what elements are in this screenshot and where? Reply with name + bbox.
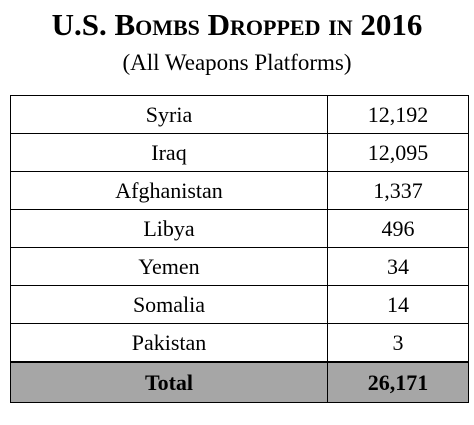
bomb-count-cell: 34 [327, 247, 469, 286]
bomb-count-cell: 12,095 [327, 133, 469, 172]
country-cell: Libya [10, 209, 328, 248]
country-cell: Somalia [10, 285, 328, 324]
bomb-count-cell: 14 [327, 285, 469, 324]
country-cell: Pakistan [10, 323, 328, 363]
country-cell: Iraq [10, 133, 328, 172]
total-label-cell: Total [10, 361, 328, 403]
table-row: Afghanistan 1,337 [10, 171, 469, 210]
total-count-cell: 26,171 [327, 361, 469, 403]
bomb-count-cell: 3 [327, 323, 469, 363]
page-title: U.S. Bombs Dropped in 2016 [51, 7, 423, 42]
bombs-table: Syria 12,192 Iraq 12,095 Afghanistan 1,3… [10, 95, 469, 403]
total-row: Total 26,171 [10, 361, 469, 403]
country-cell: Afghanistan [10, 171, 328, 210]
table-row: Somalia 14 [10, 285, 469, 324]
table-row: Iraq 12,095 [10, 133, 469, 172]
table-row: Libya 496 [10, 209, 469, 248]
bomb-count-cell: 12,192 [327, 95, 469, 134]
table-row: Yemen 34 [10, 247, 469, 286]
table-row: Pakistan 3 [10, 323, 469, 363]
bomb-count-cell: 496 [327, 209, 469, 248]
page-subtitle: (All Weapons Platforms) [122, 50, 352, 75]
country-cell: Syria [10, 95, 328, 134]
table-row: Syria 12,192 [10, 95, 469, 134]
bomb-count-cell: 1,337 [327, 171, 469, 210]
country-cell: Yemen [10, 247, 328, 286]
